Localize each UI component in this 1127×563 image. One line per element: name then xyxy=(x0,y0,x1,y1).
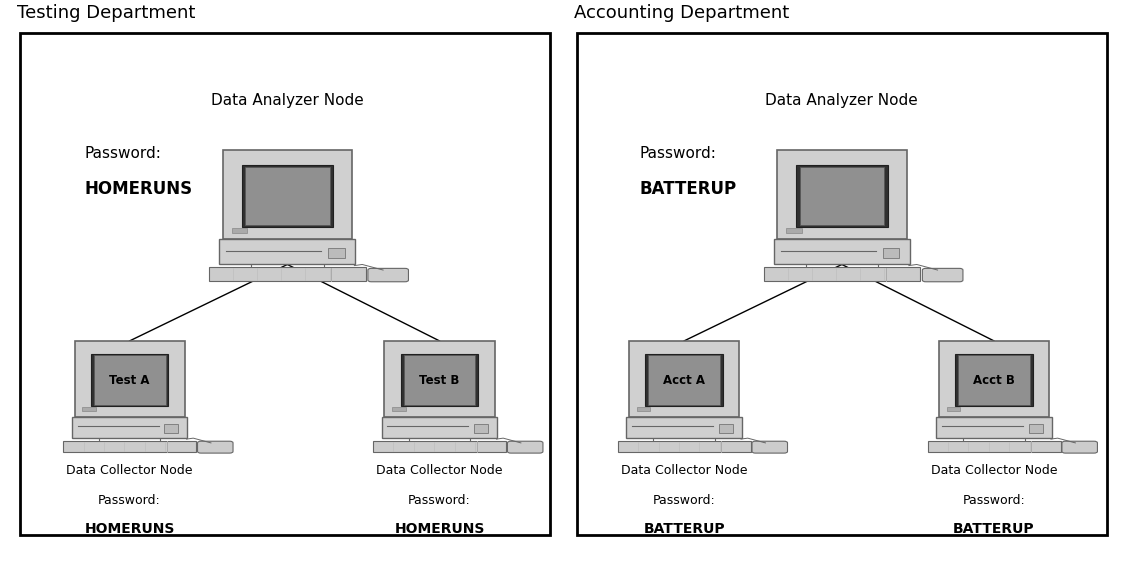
Bar xyxy=(937,417,1051,438)
Text: Password:: Password: xyxy=(98,494,161,507)
Text: Data Collector Node: Data Collector Node xyxy=(376,463,503,476)
Text: BATTERUP: BATTERUP xyxy=(953,522,1035,536)
Bar xyxy=(764,267,920,281)
Bar xyxy=(241,165,332,227)
Text: Acct B: Acct B xyxy=(973,373,1015,387)
Bar xyxy=(72,417,187,438)
Text: HOMERUNS: HOMERUNS xyxy=(85,180,193,198)
Text: Accounting Department: Accounting Department xyxy=(574,4,789,22)
Bar xyxy=(777,150,906,239)
Bar xyxy=(882,248,899,258)
Bar xyxy=(947,407,960,411)
Text: Password:: Password: xyxy=(962,494,1026,507)
Bar xyxy=(403,355,476,405)
Bar xyxy=(220,239,355,265)
Bar xyxy=(222,150,352,239)
Text: Testing Department: Testing Department xyxy=(17,4,195,22)
Bar xyxy=(382,417,497,438)
Bar xyxy=(63,440,196,453)
Text: Data Analyzer Node: Data Analyzer Node xyxy=(765,93,919,108)
FancyBboxPatch shape xyxy=(507,441,543,453)
Text: Acct A: Acct A xyxy=(663,373,706,387)
Text: Data Collector Node: Data Collector Node xyxy=(66,463,193,476)
FancyBboxPatch shape xyxy=(367,269,408,282)
Bar xyxy=(928,440,1061,453)
Text: Test B: Test B xyxy=(419,373,460,387)
Text: HOMERUNS: HOMERUNS xyxy=(394,522,485,536)
Text: Data Analyzer Node: Data Analyzer Node xyxy=(211,93,364,108)
FancyBboxPatch shape xyxy=(197,441,233,453)
Bar xyxy=(629,341,739,417)
Bar xyxy=(245,167,329,225)
Bar xyxy=(328,248,345,258)
Bar xyxy=(74,341,185,417)
Text: Password:: Password: xyxy=(408,494,471,507)
Bar xyxy=(1029,425,1042,433)
Bar xyxy=(210,267,365,281)
Text: BATTERUP: BATTERUP xyxy=(644,522,725,536)
Bar xyxy=(799,167,884,225)
Bar xyxy=(392,407,406,411)
Bar xyxy=(618,440,751,453)
Bar xyxy=(82,407,96,411)
Bar xyxy=(939,341,1049,417)
FancyBboxPatch shape xyxy=(752,441,788,453)
Bar xyxy=(637,407,650,411)
Text: Data Collector Node: Data Collector Node xyxy=(931,463,1057,476)
Text: Test A: Test A xyxy=(109,373,150,387)
Bar xyxy=(165,425,178,433)
Bar xyxy=(91,354,168,406)
Bar xyxy=(646,354,722,406)
Bar xyxy=(627,417,742,438)
Text: HOMERUNS: HOMERUNS xyxy=(85,522,175,536)
Bar xyxy=(774,239,909,265)
Text: Password:: Password: xyxy=(639,146,716,161)
Bar xyxy=(956,354,1032,406)
Bar xyxy=(232,228,248,233)
FancyBboxPatch shape xyxy=(922,269,962,282)
Text: Password:: Password: xyxy=(85,146,161,161)
Bar xyxy=(719,425,733,433)
Bar xyxy=(94,355,166,405)
Bar xyxy=(20,33,550,535)
Text: Password:: Password: xyxy=(653,494,716,507)
Bar xyxy=(401,354,478,406)
Text: BATTERUP: BATTERUP xyxy=(639,180,736,198)
Bar xyxy=(958,355,1030,405)
Bar xyxy=(577,33,1107,535)
Text: Data Collector Node: Data Collector Node xyxy=(621,463,747,476)
Bar xyxy=(796,165,888,227)
Bar xyxy=(384,341,495,417)
Bar xyxy=(648,355,720,405)
Bar xyxy=(373,440,506,453)
Bar xyxy=(474,425,488,433)
Bar xyxy=(786,228,801,233)
FancyBboxPatch shape xyxy=(1062,441,1098,453)
